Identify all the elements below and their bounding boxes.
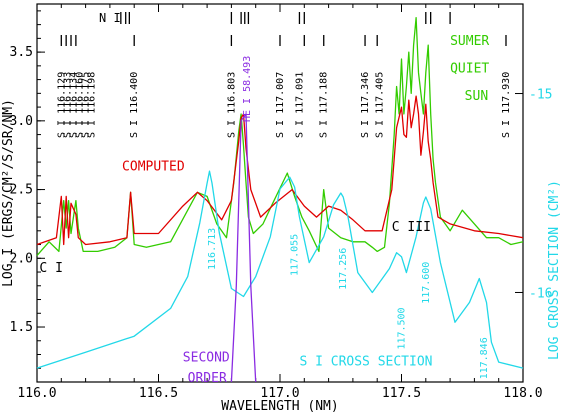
x-tick-label: 117.0 xyxy=(260,386,299,401)
peak-label: 117.256 xyxy=(338,248,349,290)
x-tick-label: 116.0 xyxy=(17,386,56,401)
annotation-order: ORDER xyxy=(188,371,227,386)
peak-label: 117.055 xyxy=(290,234,301,276)
peak-label: 117.500 xyxy=(397,307,408,349)
series-lines xyxy=(36,17,524,383)
y-axis-label-right: LOG CROSS SECTION (CM²) xyxy=(547,180,562,360)
peak-label: 116.713 xyxy=(207,228,218,270)
line-markers: N I xyxy=(60,11,507,46)
x-tick-label: 118.0 xyxy=(503,386,542,401)
line-label: S I 117.007 xyxy=(275,72,286,138)
series-line-computed xyxy=(36,95,524,246)
series-line-second-order xyxy=(230,113,257,383)
annotation-computed: COMPUTED xyxy=(122,159,185,174)
y-tick-label-right: -15 xyxy=(529,88,552,103)
y-tick-label-left: 2.0 xyxy=(10,251,33,266)
axis-ticks: 116.0 116.5 117.0 117.5 118.0 1.5 2.0 2.5 3.0 3.5… xyxy=(10,4,552,401)
line-label: S I 117.405 xyxy=(375,72,386,138)
annotation-sun: SUN xyxy=(465,89,488,104)
annotation-s-i-cross-section: S I CROSS SECTION xyxy=(299,355,432,370)
y-tick-label-left: 3.5 xyxy=(10,45,33,60)
annotation-sumer: SUMER xyxy=(450,34,489,49)
x-tick-label: 116.5 xyxy=(139,386,178,401)
plot-frame xyxy=(36,3,524,383)
y-tick-label-right: -16 xyxy=(529,286,552,301)
line-label: S I 117.091 xyxy=(294,72,305,138)
line-label: S I 116.133 xyxy=(62,72,73,138)
line-label: S I 117.930 xyxy=(501,72,512,138)
line-label: S I 116.198 xyxy=(87,72,98,138)
annotation-c-iii: C III xyxy=(392,220,431,235)
series-line-sumer-quiet-sun xyxy=(36,17,524,256)
x-tick-label: 117.5 xyxy=(382,386,421,401)
peak-label: 117.600 xyxy=(421,262,432,304)
line-label: S I 116.129 xyxy=(56,72,67,138)
y-tick-label-left: 1.5 xyxy=(10,320,33,335)
line-label: S I 116.134 xyxy=(68,72,79,138)
line-label: S I 116.175 xyxy=(81,72,92,138)
annotations: SUMER QUIET SUN COMPUTED C III C I SECOND ORDER… xyxy=(39,34,489,386)
line-label: S I 117.188 xyxy=(319,72,330,138)
y-axis-label-left: LOG I (ERGS/CM²/S/SR/NM) xyxy=(1,99,16,287)
annotation-c-i: C I xyxy=(39,261,62,276)
header-text: N I xyxy=(99,11,121,25)
line-label: S I 117.346 xyxy=(360,72,371,138)
line-label: S I 116.803 xyxy=(226,72,237,138)
series-line-s-i-cross-section xyxy=(36,170,524,369)
he-label: HE I 58.493 xyxy=(242,56,253,122)
y-tick-label-left: 3.0 xyxy=(10,114,33,129)
y-tick-label-left: 2.5 xyxy=(10,183,33,198)
annotation-quiet: QUIET xyxy=(450,62,489,77)
line-label: S I 116.160 xyxy=(75,72,86,138)
annotation-second: SECOND xyxy=(183,350,230,365)
peak-label: 117.846 xyxy=(479,337,490,379)
x-axis-label: WAVELENGTH (NM) xyxy=(221,399,338,414)
line-label: S I 116.400 xyxy=(129,72,140,138)
